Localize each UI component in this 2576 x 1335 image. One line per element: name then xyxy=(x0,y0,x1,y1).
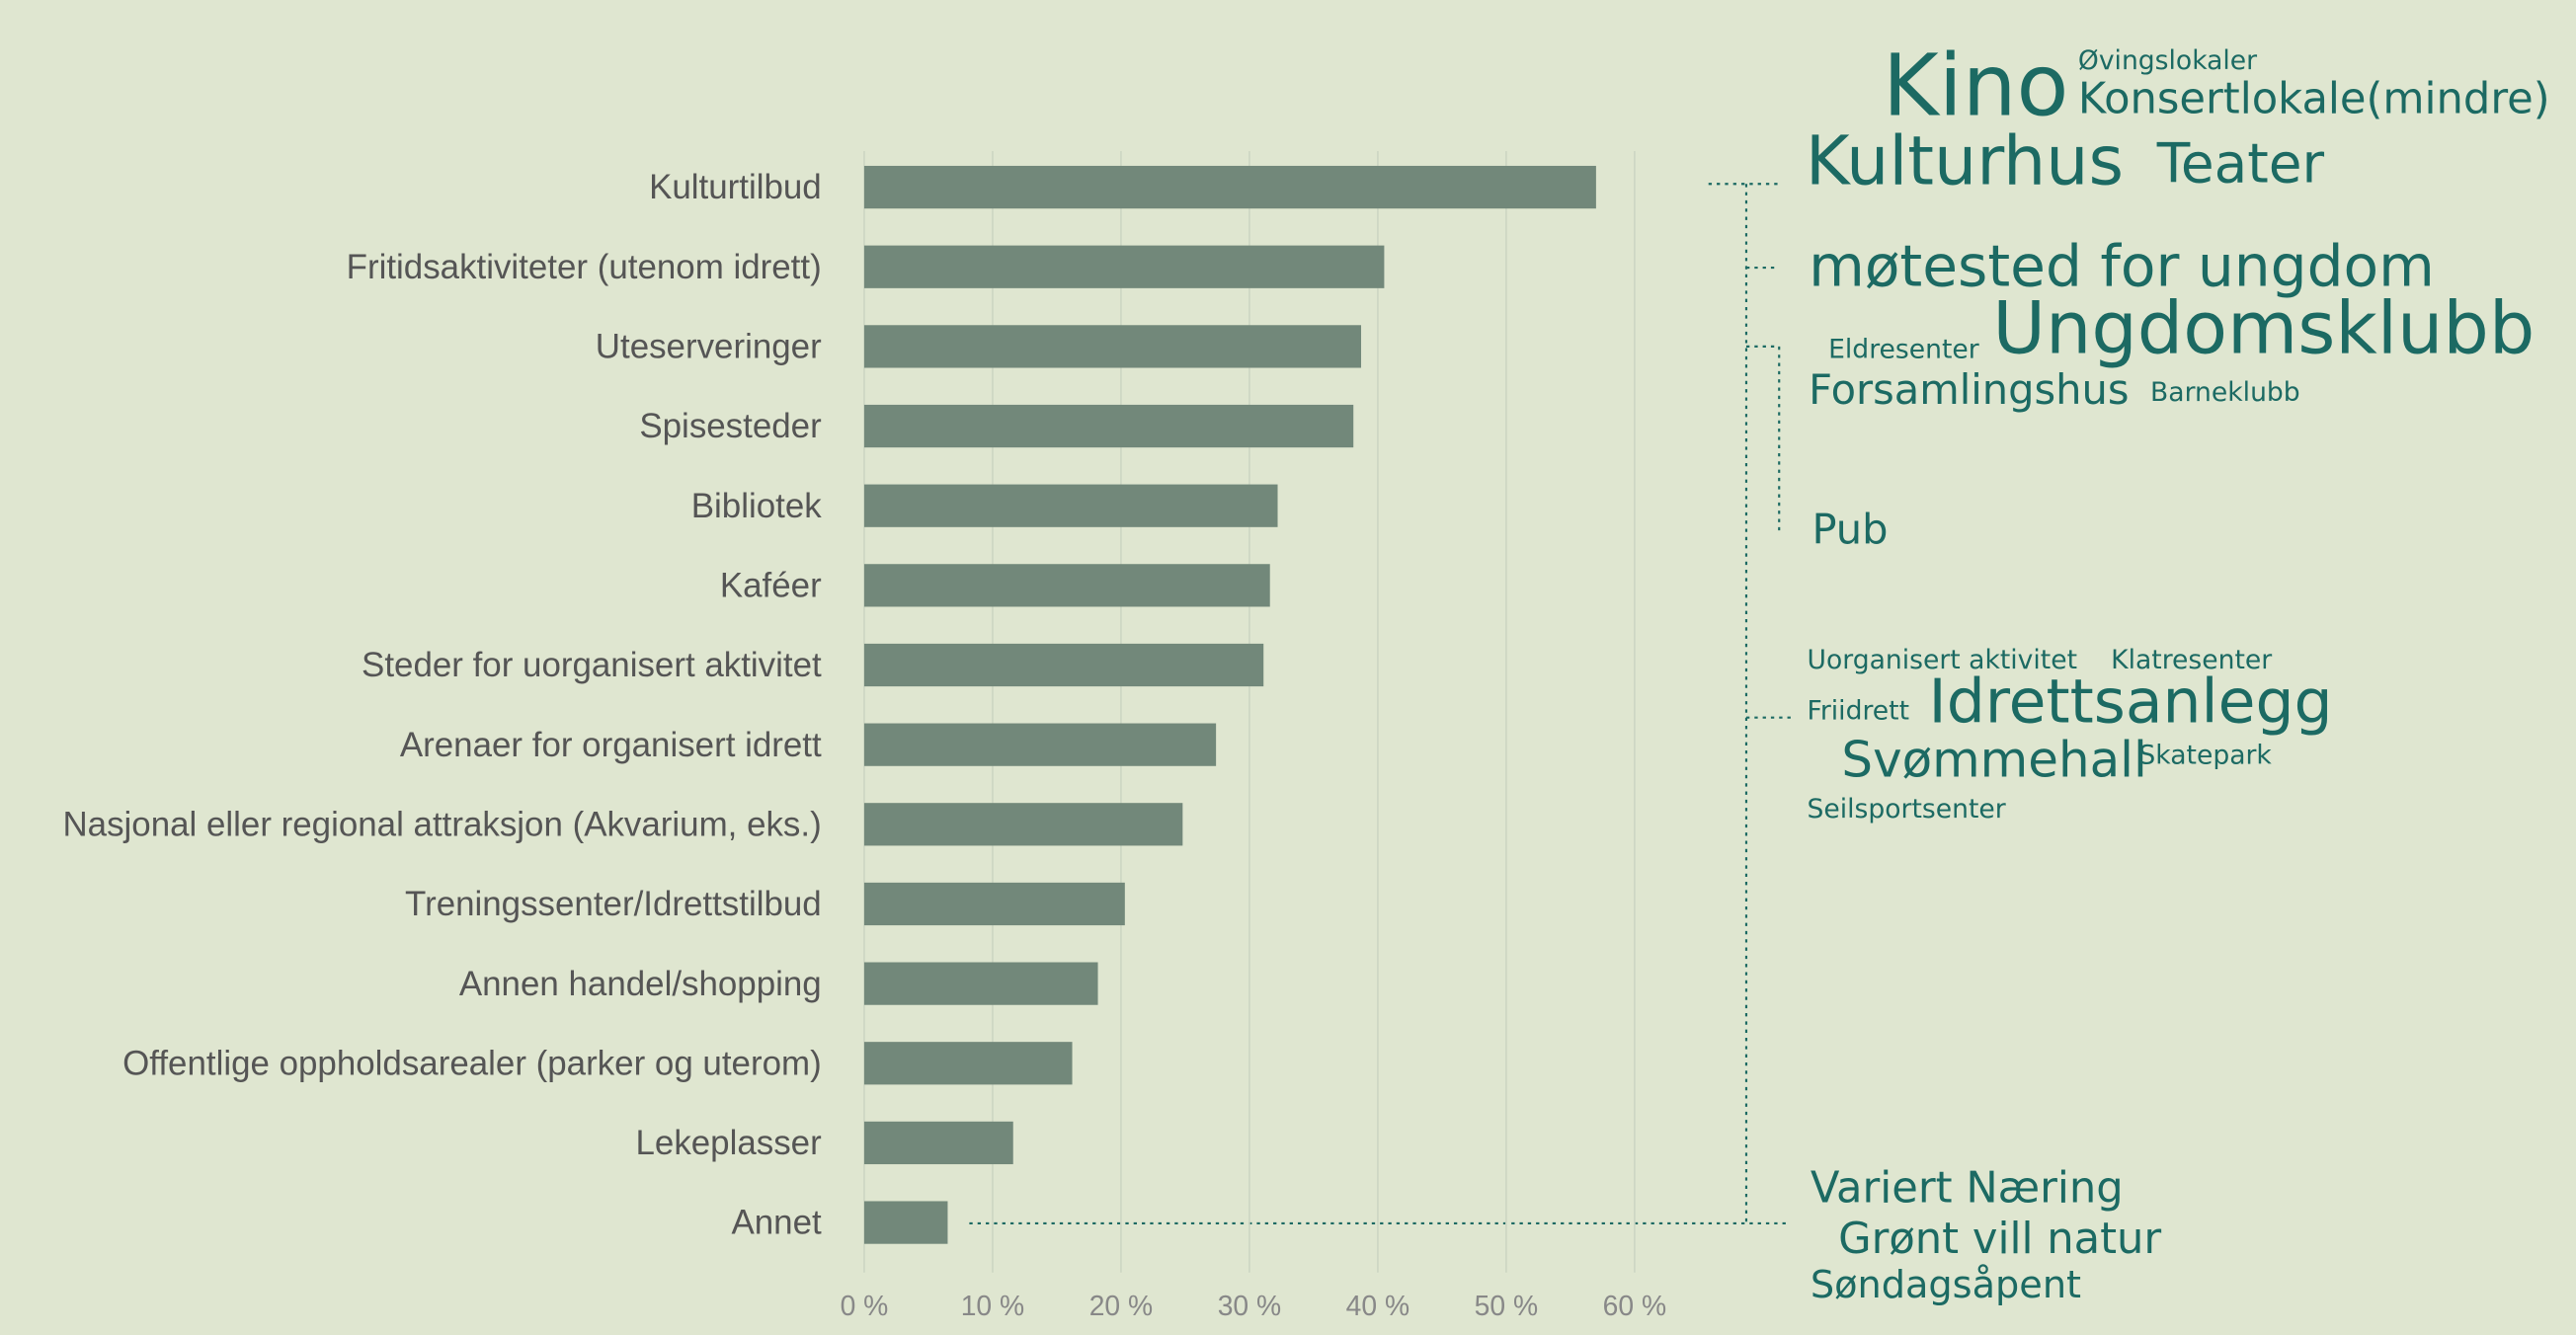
category-label: Kaféer xyxy=(720,566,822,604)
x-tick-label: 40 % xyxy=(1346,1290,1409,1321)
category-label: Arenaer for organisert idrett xyxy=(400,726,822,764)
cloud-word: Grønt vill natur xyxy=(1838,1215,2161,1264)
connector xyxy=(1745,345,1781,531)
category-label: Steder for uorganisert aktivitet xyxy=(362,646,822,684)
cloud-word: Friidrett xyxy=(1808,695,1910,726)
category-label: Treningssenter/Idrettstilbud xyxy=(405,885,822,923)
category-label: Bibliotek xyxy=(691,487,822,525)
x-tick-label: 0 % xyxy=(841,1290,889,1321)
cloud-word: Teater xyxy=(2156,132,2325,196)
cloud-word: Øvingslokaler xyxy=(2078,45,2257,76)
cloud-word: Variert Næring xyxy=(1811,1163,2124,1213)
cloud-word: Klatresenter xyxy=(2111,645,2272,675)
bar xyxy=(863,643,1264,687)
bar xyxy=(863,882,1125,926)
bar xyxy=(863,564,1270,607)
bar xyxy=(863,723,1217,766)
cloud-word: møtested for ungdom xyxy=(1809,232,2435,299)
connectors xyxy=(969,183,1795,1224)
bar xyxy=(863,325,1362,368)
category-label: Fritidsaktiviteter (utenom idrett) xyxy=(347,248,822,286)
x-tick-label: 30 % xyxy=(1218,1290,1281,1321)
bar xyxy=(863,962,1098,1005)
cloud-word: Forsamlingshus xyxy=(1809,365,2129,414)
category-label: Spisesteder xyxy=(639,407,822,445)
category-label: Kulturtilbud xyxy=(649,168,822,206)
cloud-word: Ungdomsklubb xyxy=(1992,287,2535,371)
bar xyxy=(863,165,1596,209)
bar xyxy=(863,404,1354,448)
cloud-word: Idrettsanlegg xyxy=(1929,667,2333,738)
category-label: Uteserveringer xyxy=(596,328,822,366)
x-tick-label: 50 % xyxy=(1475,1290,1538,1321)
bar xyxy=(863,1121,1013,1165)
cloud-word: Pub xyxy=(1811,505,1888,553)
cloud-word: Kino xyxy=(1883,37,2068,135)
x-tick-label: 60 % xyxy=(1603,1290,1666,1321)
x-tick-label: 10 % xyxy=(961,1290,1024,1321)
cloud-word: Søndagsåpent xyxy=(1811,1263,2081,1307)
cloud-word: Uorganisert aktivitet xyxy=(1808,645,2078,675)
category-label: Annen handel/shopping xyxy=(459,965,822,1003)
bar xyxy=(863,1042,1073,1085)
cloud-word: Skatepark xyxy=(2138,740,2272,770)
bar xyxy=(863,484,1278,527)
cloud-word: Barneklubb xyxy=(2150,377,2300,408)
category-label: Offentlige oppholdsarealer (parker og ut… xyxy=(122,1044,822,1082)
bar xyxy=(863,1201,948,1244)
x-tick-label: 20 % xyxy=(1089,1290,1153,1321)
cloud-word: Svømmehall xyxy=(1841,732,2146,789)
category-label: Lekeplasser xyxy=(635,1124,822,1162)
category-label: Nasjonal eller regional attraksjon (Akva… xyxy=(62,805,821,843)
cloud-word: Eldresenter xyxy=(1828,335,1979,365)
cloud-word: Konsertlokale(mindre) xyxy=(2078,75,2550,124)
bar xyxy=(863,245,1385,288)
category-label: Annet xyxy=(731,1204,822,1242)
cloud-word: Seilsportsenter xyxy=(1808,794,2006,825)
bar xyxy=(863,803,1183,846)
cloud-word: Kulturhus xyxy=(1806,122,2124,200)
